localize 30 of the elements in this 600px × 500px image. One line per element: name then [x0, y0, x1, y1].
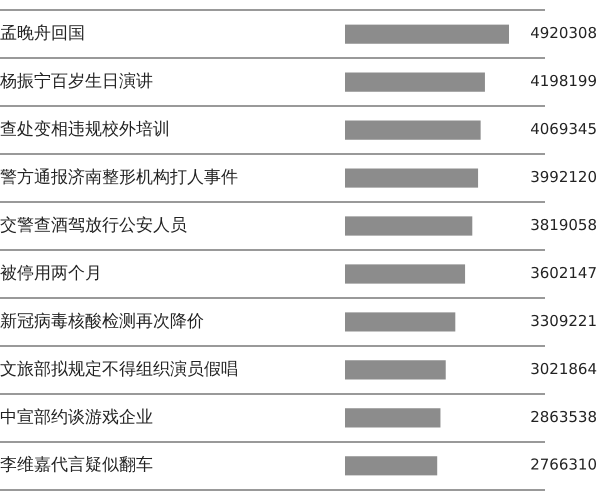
y-tick-label: 被停用两个月 — [0, 263, 102, 284]
data-label: 4198199 — [530, 72, 597, 90]
data-label: 3602147 — [530, 264, 597, 282]
data-label: 3819058 — [530, 216, 597, 234]
y-tick-label: 新冠病毒核酸检测再次降价 — [0, 311, 204, 332]
bar — [345, 264, 466, 284]
bar — [345, 168, 478, 188]
bar — [345, 120, 481, 140]
bar — [345, 216, 472, 236]
data-label: 3021864 — [530, 360, 597, 378]
bar — [345, 456, 438, 476]
bar — [345, 24, 510, 44]
y-tick-label: 查处变相违规校外培训 — [0, 120, 170, 140]
bar — [345, 312, 456, 332]
y-tick-label: 交警查酒驾放行公安人员 — [0, 215, 187, 236]
y-tick-label: 文旅部拟规定不得组织演员假唱 — [0, 359, 238, 380]
y-tick-label: 警方通报济南整形机构打人事件 — [0, 167, 238, 188]
y-tick-label: 李维嘉代言疑似翻车 — [0, 455, 153, 476]
data-label: 3992120 — [530, 168, 597, 186]
data-label: 4069345 — [530, 120, 597, 138]
data-label: 2766310 — [530, 456, 597, 474]
y-tick-label: 孟晚舟回国 — [0, 24, 85, 44]
data-label: 2863538 — [530, 408, 597, 426]
data-label: 4920308 — [530, 24, 597, 42]
y-tick-label: 杨振宁百岁生日演讲 — [0, 72, 153, 92]
bar — [345, 72, 485, 92]
bar — [345, 360, 446, 380]
data-label: 3309221 — [530, 312, 597, 330]
bar — [345, 408, 440, 428]
y-tick-label: 中宣部约谈游戏企业 — [0, 407, 153, 428]
